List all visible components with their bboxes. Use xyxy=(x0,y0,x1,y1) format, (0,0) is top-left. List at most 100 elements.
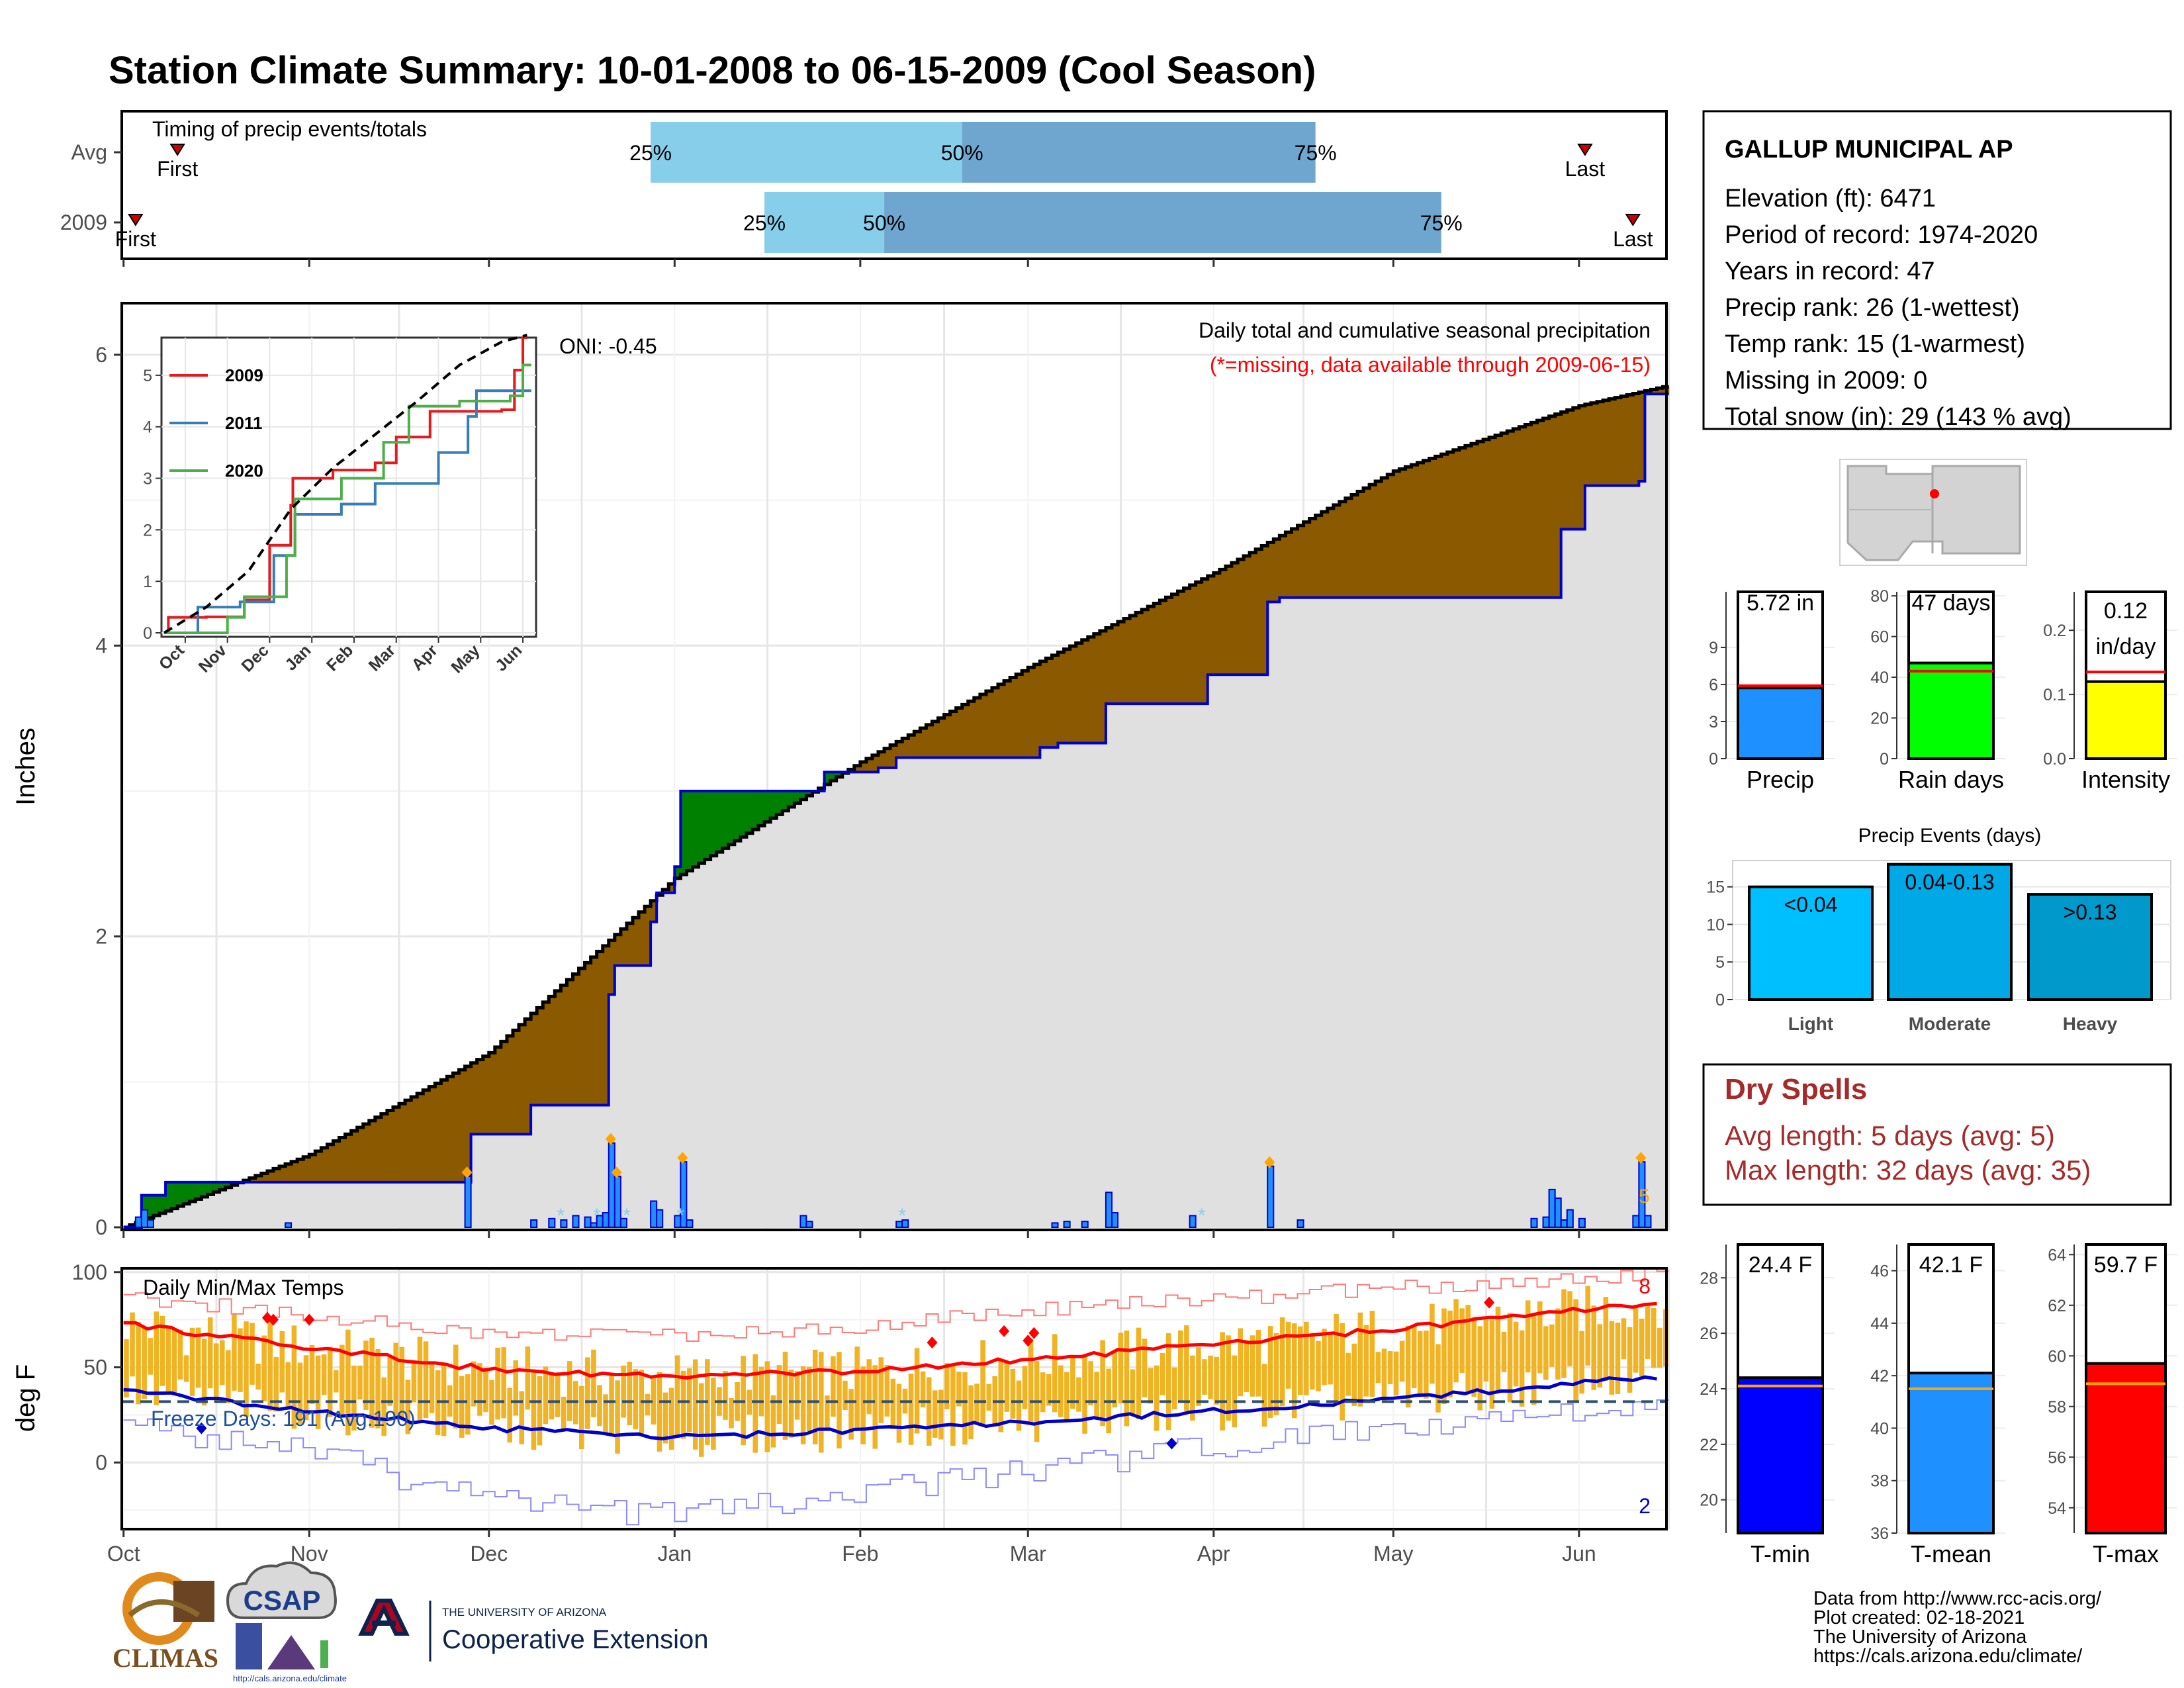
daily-temp-bar xyxy=(860,1366,866,1444)
deficit-band xyxy=(1627,395,1633,486)
deficit-band xyxy=(1099,630,1107,743)
daily-temp-bar xyxy=(220,1340,225,1385)
daily-temp-bar xyxy=(819,1352,824,1453)
daily-temp-bar xyxy=(465,1374,471,1435)
deficit-band xyxy=(1183,588,1191,704)
deficit-band xyxy=(339,1137,346,1182)
daily-temp-bar xyxy=(609,1372,614,1434)
daily-temp-bar xyxy=(1232,1355,1238,1428)
daily-temp-bar xyxy=(226,1350,231,1403)
daily-precip-bar xyxy=(1632,1215,1640,1228)
daily-temp-bar xyxy=(441,1364,447,1436)
surplus-band xyxy=(824,772,831,785)
deficit-band xyxy=(267,1170,274,1182)
daily-temp-bar xyxy=(615,1380,620,1454)
deficit-band xyxy=(1154,603,1160,704)
deficit-band xyxy=(985,690,993,758)
csap-logo-cloud xyxy=(226,1561,337,1619)
daily-temp-bar xyxy=(1441,1308,1447,1405)
record-min-line xyxy=(123,1399,1669,1526)
surplus-band xyxy=(722,790,729,849)
daily-temp-bar xyxy=(207,1317,213,1389)
daily-temp-bar xyxy=(1255,1329,1261,1397)
daily-temp-bar xyxy=(866,1359,872,1415)
mini-y-tick-label: 24 xyxy=(1700,1380,1718,1399)
timing-last-marker xyxy=(1577,144,1593,156)
temp-y-tick-label: 50 xyxy=(83,1356,107,1380)
mini-y-tick-label: 40 xyxy=(1870,669,1889,687)
daily-temp-bar xyxy=(1261,1364,1267,1427)
daily-temp-bar xyxy=(1190,1355,1195,1421)
deficit-band xyxy=(500,1041,508,1135)
deficit-band xyxy=(1189,585,1197,704)
deficit-band xyxy=(1297,525,1304,598)
daily-precip-bar xyxy=(1063,1221,1071,1228)
deficit-band xyxy=(1411,465,1418,598)
deficit-band xyxy=(1207,576,1214,675)
deficit-band xyxy=(1046,658,1053,748)
daily-temp-bar xyxy=(244,1321,249,1417)
record-high-count: 8 xyxy=(1639,1274,1651,1298)
timing-row-label: 2009 xyxy=(60,211,107,234)
deficit-band xyxy=(1069,645,1077,743)
timing-p25-label: 25% xyxy=(743,211,786,235)
daily-temp-bar xyxy=(1477,1326,1483,1411)
daily-temp-bar xyxy=(177,1329,183,1380)
daily-temp-bar xyxy=(621,1365,626,1418)
deficit-band xyxy=(1597,401,1604,486)
deficit-band xyxy=(1273,539,1280,602)
daily-temp-bar xyxy=(387,1357,392,1406)
deficit-band xyxy=(1387,474,1394,598)
daily-temp-bar xyxy=(255,1364,261,1390)
daily-temp-bar xyxy=(645,1393,651,1416)
daily-temp-bar xyxy=(806,1366,812,1432)
events-bar-light xyxy=(1748,885,1874,1001)
deficit-band xyxy=(950,711,957,758)
daily-precip-bar xyxy=(140,1209,148,1228)
daily-temp-bar xyxy=(495,1347,500,1420)
daily-temp-bar xyxy=(603,1394,608,1434)
deficit-band xyxy=(1052,655,1059,748)
daily-temp-bar xyxy=(1004,1362,1010,1412)
deficit-band xyxy=(668,884,675,893)
events-category-label: Light xyxy=(1788,1013,1833,1034)
deficit-band xyxy=(1453,449,1460,598)
surplus-band xyxy=(141,1195,148,1221)
daily-temp-bar xyxy=(1165,1333,1171,1430)
daily-precip-bar xyxy=(530,1219,538,1228)
mini-y-tick-label: 38 xyxy=(1870,1472,1889,1491)
csap-logo-url: http://cals.arizona.edu/climate xyxy=(233,1673,347,1683)
daily-temp-bar xyxy=(674,1355,680,1436)
surplus-band xyxy=(213,1182,220,1192)
daily-temp-bar xyxy=(1418,1331,1423,1394)
ua-logo-big-text: Cooperative Extension xyxy=(442,1625,708,1654)
surplus-band xyxy=(147,1195,154,1218)
daily-temp-bar xyxy=(950,1364,956,1446)
mini-y-tick-label: 60 xyxy=(2048,1347,2066,1366)
mini-x-label: Rain days xyxy=(1898,766,2004,793)
timing-last-marker xyxy=(1625,214,1641,226)
daily-temp-bar xyxy=(825,1395,830,1430)
mini-y-tick-label: 22 xyxy=(1700,1436,1718,1454)
daily-temp-bar xyxy=(124,1339,129,1397)
deficit-band xyxy=(1285,532,1293,598)
timing-bar-q2-Avg xyxy=(962,122,1316,183)
deficit-band xyxy=(1267,542,1274,602)
snow-marker: * xyxy=(623,1205,631,1227)
deficit-band xyxy=(351,1131,358,1182)
deficit-band xyxy=(1238,559,1244,675)
deficit-band xyxy=(429,1086,435,1182)
mini-y-tick-label: 20 xyxy=(1700,1491,1718,1510)
temp-x-tick-label: Mar xyxy=(1010,1542,1046,1566)
daily-temp-bar xyxy=(837,1352,842,1449)
deficit-band xyxy=(584,962,592,1105)
daily-precip-bar xyxy=(464,1176,472,1229)
daily-temp-bar xyxy=(1016,1380,1022,1431)
daily-temp-bar xyxy=(429,1363,435,1413)
daily-temp-bar xyxy=(381,1377,387,1436)
deficit-band xyxy=(327,1144,334,1182)
precip-annotation-missing: (*=missing, data available through 2009-… xyxy=(1210,353,1651,377)
deficit-band xyxy=(596,951,604,1105)
snow-marker: * xyxy=(557,1205,565,1227)
climas-logo-text: CLIMAS xyxy=(113,1643,218,1673)
